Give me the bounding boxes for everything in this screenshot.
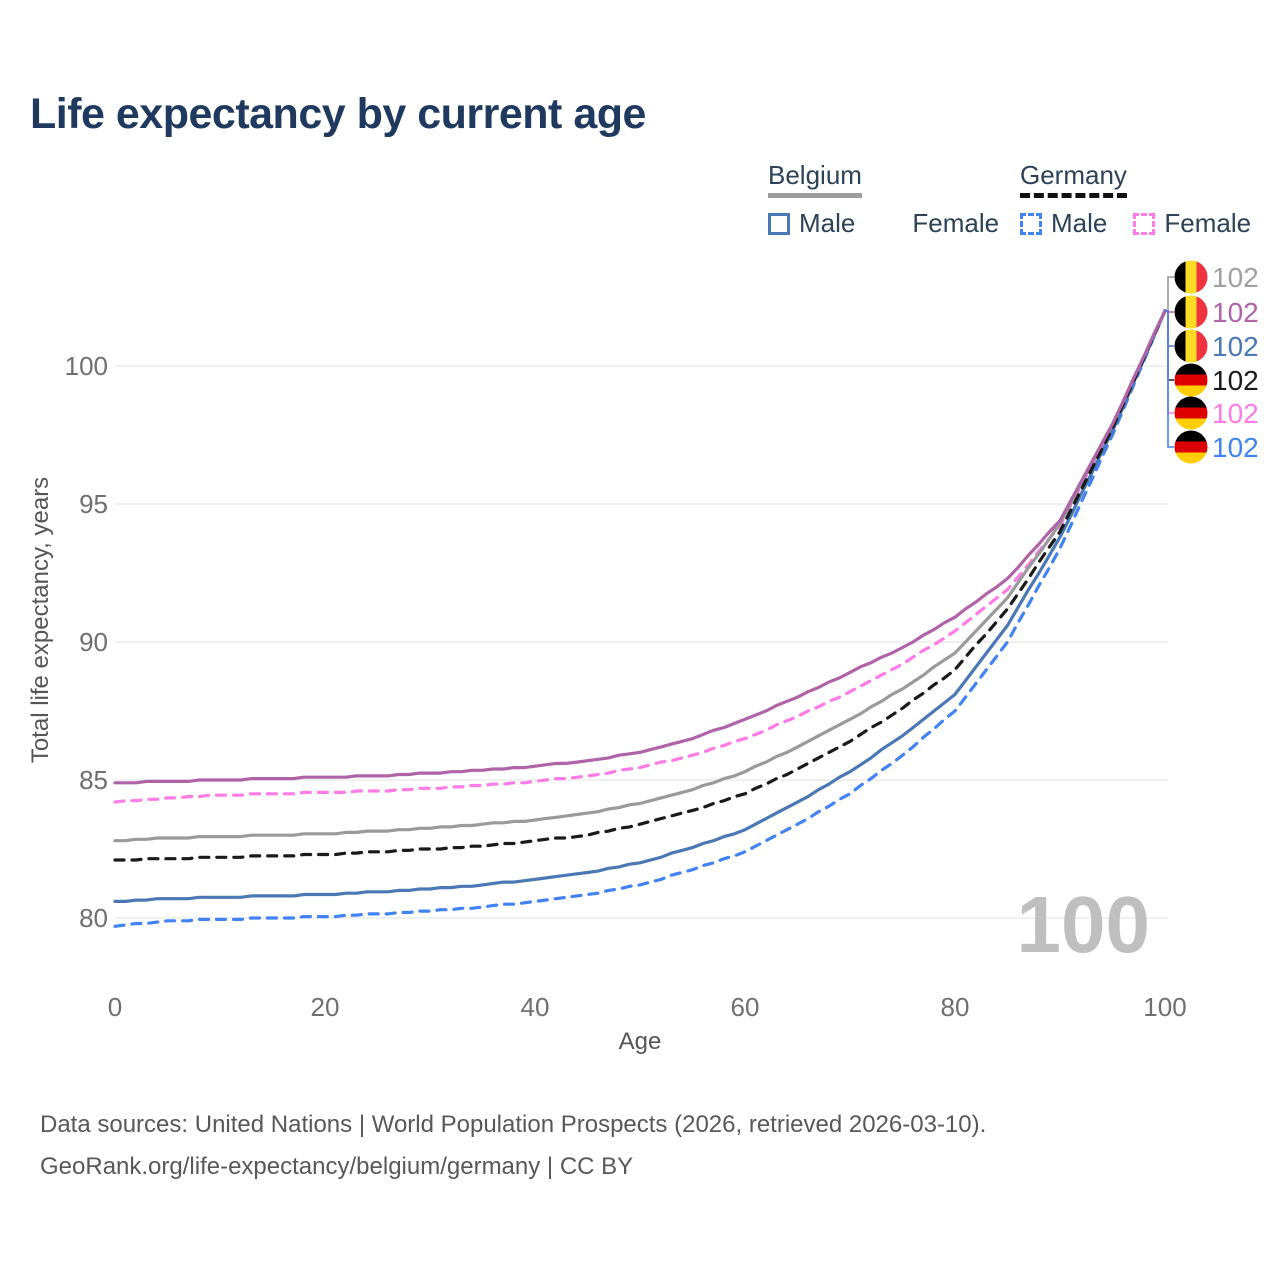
series-line-germany-male <box>113 309 1167 928</box>
belgium-flag-icon <box>1174 295 1208 329</box>
y-tick-label-85: 85 <box>79 765 108 795</box>
legend-label: Male <box>1051 208 1108 238</box>
x-tick-label-40: 40 <box>521 992 550 1022</box>
belgium-flag-icon <box>1174 260 1208 294</box>
series-line-belgium-female <box>113 309 1167 785</box>
legend-country-belgium[interactable]: Belgium <box>768 162 862 198</box>
y-tick-label-90: 90 <box>79 627 108 657</box>
legend-group-belgium: Belgium Male Female <box>768 162 999 239</box>
legend-country-germany[interactable]: Germany <box>1020 162 1127 198</box>
belgium-flag-icon <box>1174 329 1208 363</box>
x-axis-title: Age <box>619 1028 662 1055</box>
y-tick-label-100: 100 <box>65 351 108 381</box>
footer-sources-line: Data sources: United Nations | World Pop… <box>40 1111 987 1138</box>
y-tick-label-80: 80 <box>79 903 108 933</box>
legend-item-belgium-male[interactable]: Male <box>768 208 855 239</box>
germany-female-swatch-icon <box>1133 212 1156 235</box>
x-tick-label-20: 20 <box>311 992 340 1022</box>
germany-flag-icon <box>1174 396 1208 430</box>
y-tick-label-95: 95 <box>79 489 108 519</box>
legend: Belgium Male Female Germany Male Female <box>0 162 1280 242</box>
germany-flag-icon <box>1174 363 1208 397</box>
end-value-label-germany-female: 102 <box>1212 398 1259 429</box>
legend-items-belgium: Male Female <box>768 208 999 239</box>
end-label-connector-germany-female <box>1165 310 1174 414</box>
chart-title: Life expectancy by current age <box>30 90 646 138</box>
belgium-male-swatch-icon <box>768 212 790 235</box>
data-sources-footer: Data sources: United Nations | World Pop… <box>40 1104 1240 1188</box>
legend-items-germany: Male Female <box>1020 208 1251 239</box>
series-line-germany <box>113 309 1167 862</box>
legend-group-germany: Germany Male Female <box>1020 162 1251 239</box>
series-line-belgium <box>113 309 1167 843</box>
germany-flag-icon <box>1174 430 1208 464</box>
series-line-belgium-male <box>113 309 1167 904</box>
x-tick-label-100: 100 <box>1143 992 1186 1022</box>
legend-item-germany-male[interactable]: Male <box>1020 208 1107 239</box>
y-axis-title: Total life expectancy, years <box>27 477 54 763</box>
end-label-connector-belgium <box>1165 276 1174 312</box>
end-label-connector-germany-male <box>1165 310 1174 448</box>
x-tick-label-60: 60 <box>731 992 760 1022</box>
end-label-connector-belgium-male <box>1165 310 1174 347</box>
footer-url-line[interactable]: GeoRank.org/life-expectancy/belgium/germ… <box>40 1153 634 1180</box>
end-value-label-germany-male: 102 <box>1212 432 1259 463</box>
age-watermark: 100 <box>1017 880 1150 969</box>
germany-male-swatch-icon <box>1020 212 1042 235</box>
legend-item-germany-female[interactable]: Female <box>1133 208 1251 239</box>
end-value-label-belgium-female: 102 <box>1212 297 1259 328</box>
x-tick-label-0: 0 <box>108 992 122 1022</box>
end-value-label-belgium: 102 <box>1212 262 1259 293</box>
belgium-female-swatch-icon <box>881 212 904 235</box>
legend-label: Female <box>912 208 1000 238</box>
legend-item-belgium-female[interactable]: Female <box>881 208 999 239</box>
x-tick-label-80: 80 <box>941 992 970 1022</box>
end-value-label-belgium-male: 102 <box>1212 331 1259 362</box>
series-line-germany-female <box>113 309 1167 804</box>
end-value-label-germany: 102 <box>1212 365 1259 396</box>
legend-label: Male <box>799 208 856 238</box>
legend-label: Female <box>1164 208 1252 238</box>
